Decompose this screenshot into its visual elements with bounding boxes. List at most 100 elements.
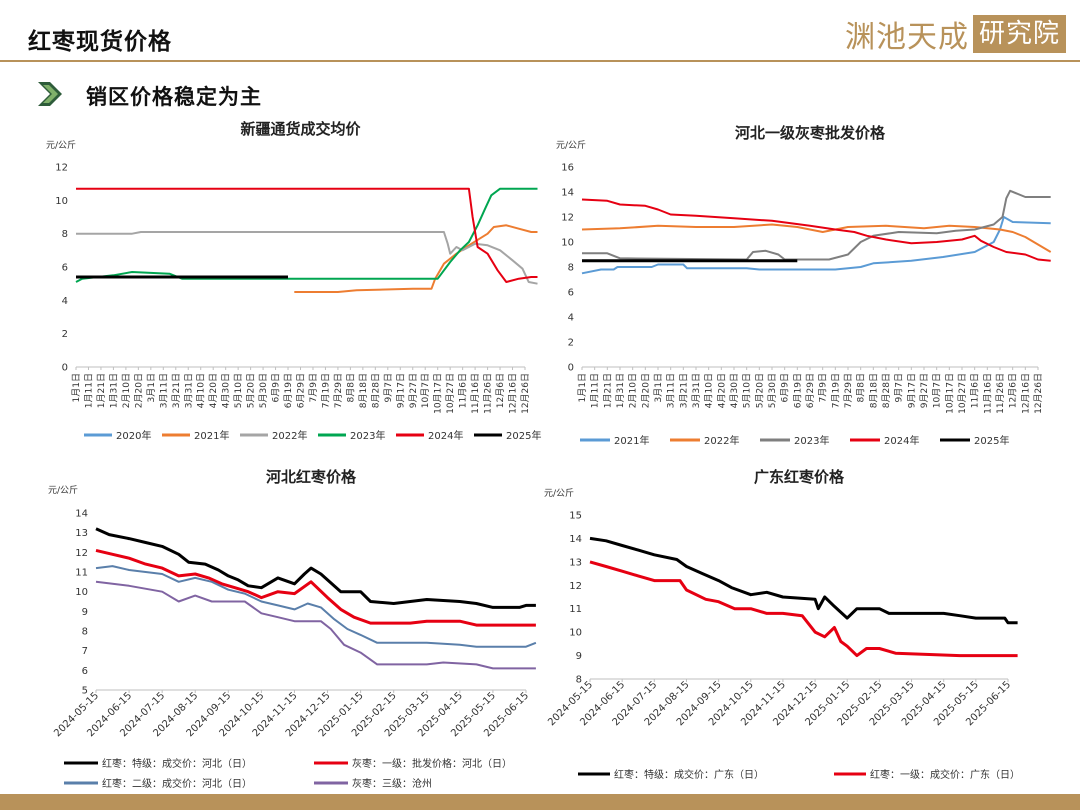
- series-line-3: [95, 580, 536, 670]
- x-tick-label: 9月17日: [906, 373, 917, 408]
- chart-guangdong-red-dates: 广东红枣价格元/公斤891011121314152024-05-152024-0…: [544, 468, 1020, 781]
- x-tick-label: 12月16日: [508, 373, 519, 414]
- legend-label: 2022年: [704, 434, 739, 447]
- y-tick-label: 0: [62, 363, 68, 374]
- x-tick-label: 1月11日: [83, 373, 94, 408]
- x-tick-label: 9月27日: [408, 373, 419, 408]
- y-axis-label: 元/公斤: [48, 485, 78, 496]
- legend-label: 2023年: [794, 434, 829, 447]
- x-tick-label: 1月31日: [108, 373, 119, 408]
- x-tick-label: 1月21日: [602, 373, 613, 408]
- x-tick-label: 5月10日: [233, 373, 244, 408]
- legend-label: 2025年: [506, 429, 541, 442]
- series-line-3: [75, 187, 538, 283]
- x-tick-label: 11月16日: [982, 373, 993, 414]
- x-tick-label: 2月20日: [640, 373, 651, 408]
- x-tick-label: 10月7日: [932, 373, 943, 408]
- legend-label: 2024年: [428, 429, 463, 442]
- y-tick-label: 0: [568, 363, 574, 374]
- y-tick-label: 8: [62, 229, 68, 240]
- y-tick-label: 13: [75, 528, 88, 539]
- y-tick-label: 11: [569, 604, 582, 615]
- x-tick-label: 6月29日: [805, 373, 816, 408]
- x-tick-label: 8月28日: [881, 373, 892, 408]
- legend-label: 2024年: [884, 434, 919, 447]
- series-line-1: [294, 224, 538, 293]
- x-tick-label: 8月8日: [345, 373, 356, 402]
- x-tick-label: 10月17日: [433, 373, 444, 414]
- x-tick-label: 7月29日: [333, 373, 344, 408]
- x-tick-label: 3月21日: [171, 373, 182, 408]
- y-tick-label: 13: [569, 557, 582, 568]
- x-tick-label: 3月1日: [146, 373, 157, 402]
- x-tick-label: 7月9日: [308, 373, 319, 402]
- y-tick-label: 10: [55, 196, 68, 207]
- series-line-0: [95, 527, 536, 609]
- x-tick-label: 4月20日: [208, 373, 219, 408]
- x-tick-label: 8月18日: [358, 373, 369, 408]
- y-tick-label: 9: [576, 651, 582, 662]
- x-tick-label: 6月9日: [780, 373, 791, 402]
- x-tick-label: 12月26日: [1033, 373, 1044, 414]
- legend-label: 2023年: [350, 429, 385, 442]
- legend-label: 红枣：特级：成交价：广东（日）: [614, 768, 764, 781]
- x-tick-label: 3月21日: [678, 373, 689, 408]
- x-tick-label: 4月10日: [704, 373, 715, 408]
- header-divider: [0, 60, 1080, 62]
- x-tick-label: 2月10日: [121, 373, 132, 408]
- y-tick-label: 5: [82, 686, 88, 697]
- legend-label: 2021年: [194, 429, 229, 442]
- y-tick-label: 11: [75, 568, 88, 579]
- x-tick-label: 1月31日: [615, 373, 626, 408]
- x-tick-label: 11月6日: [458, 373, 469, 408]
- y-tick-label: 8: [576, 675, 582, 686]
- x-tick-label: 11月6日: [970, 373, 981, 408]
- x-tick-label: 12月6日: [1008, 373, 1019, 408]
- chart-title: 广东红枣价格: [754, 468, 845, 486]
- series-line-2: [582, 189, 1051, 261]
- legend-label: 红枣：一级：成交价：广东（日）: [870, 768, 1020, 781]
- chart-title: 河北一级灰枣批发价格: [735, 124, 886, 142]
- x-tick-label: 8月28日: [370, 373, 381, 408]
- y-tick-label: 2: [568, 338, 574, 349]
- x-tick-label: 10月17日: [944, 373, 955, 414]
- y-axis-label: 元/公斤: [544, 488, 574, 499]
- x-tick-label: 8月18日: [868, 373, 879, 408]
- legend-label: 灰枣：三级：沧州: [352, 777, 432, 790]
- x-tick-label: 2月20日: [133, 373, 144, 408]
- y-tick-label: 14: [75, 509, 88, 520]
- x-tick-label: 6月19日: [283, 373, 294, 408]
- logo-box-text: 研究院: [973, 15, 1067, 53]
- x-tick-label: 4月30日: [221, 373, 232, 408]
- x-tick-label: 1月11日: [590, 373, 601, 408]
- x-tick-label: 6月29日: [296, 373, 307, 408]
- x-tick-label: 3月31日: [183, 373, 194, 408]
- company-logo: 渊池天成 研究院: [845, 14, 1067, 55]
- x-tick-label: 5月20日: [246, 373, 257, 408]
- chart-title: 河北红枣价格: [266, 468, 357, 486]
- chart-title: 新疆通货成交均价: [240, 120, 361, 138]
- x-tick-label: 4月20日: [716, 373, 727, 408]
- x-tick-label: 7月9日: [818, 373, 829, 402]
- y-tick-label: 6: [62, 263, 68, 274]
- y-axis-label: 元/公斤: [556, 140, 586, 151]
- x-tick-label: 11月26日: [995, 373, 1006, 414]
- y-tick-label: 6: [568, 288, 574, 299]
- x-tick-label: 3月11日: [666, 373, 677, 408]
- x-tick-label: 9月7日: [383, 373, 394, 402]
- x-tick-label: 10月7日: [420, 373, 431, 408]
- series-line-3: [581, 198, 1051, 262]
- x-tick-label: 9月17日: [395, 373, 406, 408]
- legend-label: 灰枣：一级：批发价格：河北（日）: [352, 757, 512, 770]
- x-tick-label: 12月6日: [495, 373, 506, 408]
- x-tick-label: 12月16日: [1020, 373, 1031, 414]
- x-tick-label: 6月19日: [792, 373, 803, 408]
- y-tick-label: 14: [569, 534, 582, 545]
- y-tick-label: 6: [82, 666, 88, 677]
- series-line-4: [76, 187, 538, 283]
- x-tick-label: 1月21日: [96, 373, 107, 408]
- y-tick-label: 12: [75, 548, 88, 559]
- x-tick-label: 3月11日: [158, 373, 169, 408]
- y-tick-label: 10: [569, 628, 582, 639]
